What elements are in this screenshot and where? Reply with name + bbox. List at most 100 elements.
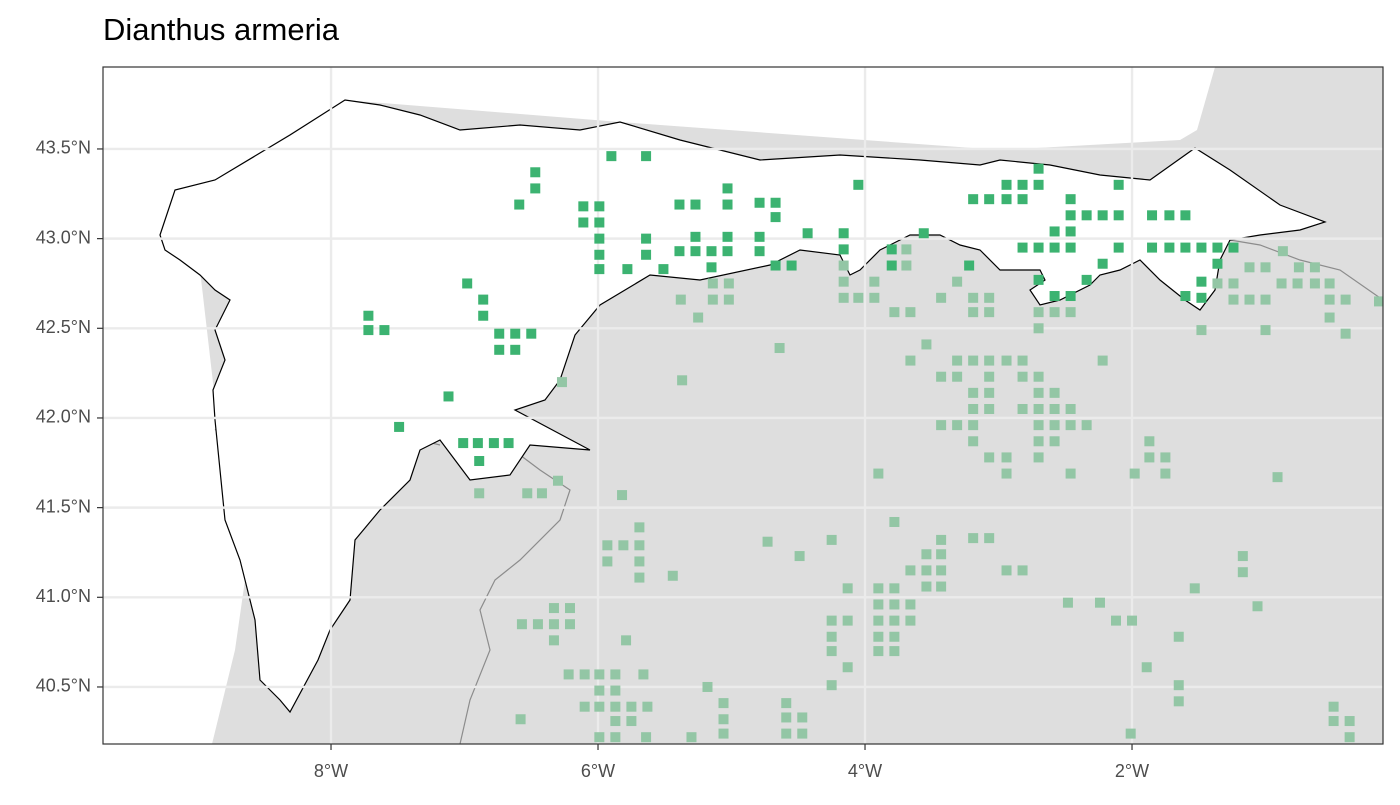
occurrence (1017, 179, 1028, 190)
occurrence (1144, 436, 1155, 447)
occurrence (797, 728, 808, 739)
occurrence (968, 420, 979, 431)
occurrence (781, 712, 792, 723)
map (103, 67, 1383, 744)
occurrence (984, 452, 995, 463)
occurrence (1113, 242, 1124, 253)
occurrence (781, 698, 792, 709)
occurrence (762, 536, 773, 547)
occurrence (514, 199, 525, 210)
axes: 8°W 6°W 4°W 2°W 40.5°N 41.0°N 41.5°N 42.0°N 42.5… (36, 138, 1149, 781)
occurrence (1001, 565, 1012, 576)
occurrence (1081, 274, 1092, 285)
occurrence (838, 292, 849, 303)
occurrence (1228, 294, 1239, 305)
occurrence (1049, 436, 1060, 447)
occurrence (674, 246, 685, 257)
y-tick-label: 42.0°N (36, 407, 91, 427)
occurrence (1160, 452, 1171, 463)
occurrence (1173, 631, 1184, 642)
occurrence (826, 646, 837, 657)
occurrence (1260, 262, 1271, 273)
occurrence (1049, 291, 1060, 302)
occurrence (869, 276, 880, 287)
occurrence (1065, 420, 1076, 431)
occurrence (1309, 278, 1320, 289)
occurrence (1033, 307, 1044, 318)
occurrence (443, 391, 454, 402)
occurrence (594, 264, 605, 275)
occurrence (1033, 403, 1044, 414)
occurrence (1196, 276, 1207, 287)
occurrence (770, 197, 781, 208)
occurrence (889, 599, 900, 610)
occurrence (1324, 278, 1335, 289)
occurrence (873, 631, 884, 642)
occurrence (1196, 292, 1207, 303)
occurrence (1001, 468, 1012, 479)
occurrence (1065, 226, 1076, 237)
occurrence (1049, 387, 1060, 398)
occurrence (968, 355, 979, 366)
occurrence (754, 246, 765, 257)
occurrence (536, 488, 547, 499)
grid (103, 67, 1383, 744)
occurrence (984, 194, 995, 205)
occurrence (722, 183, 733, 194)
occurrence (781, 728, 792, 739)
occurrence (1144, 452, 1155, 463)
occurrence (826, 631, 837, 642)
occurrence (968, 292, 979, 303)
occurrence (1033, 371, 1044, 382)
occurrence (1180, 210, 1191, 221)
occurrence (1344, 732, 1355, 743)
occurrence (754, 197, 765, 208)
occurrence (964, 260, 975, 271)
occurrence (462, 278, 473, 289)
occurrence (921, 339, 932, 350)
occurrence (1293, 262, 1304, 273)
occurrence (1001, 194, 1012, 205)
occurrence (1125, 728, 1136, 739)
occurrence (515, 714, 526, 725)
occurrence (693, 312, 704, 323)
occurrence (838, 260, 849, 271)
occurrence (873, 615, 884, 626)
occurrence (1244, 294, 1255, 305)
occurrence (718, 698, 729, 709)
occurrence (1033, 242, 1044, 253)
occurrence (488, 438, 499, 449)
occurrence (1049, 226, 1060, 237)
occurrence (1196, 242, 1207, 253)
occurrence (548, 619, 559, 630)
occurrence (984, 355, 995, 366)
occurrence (889, 615, 900, 626)
occurrence (1244, 262, 1255, 273)
occurrence (1237, 551, 1248, 562)
occurrence (1196, 325, 1207, 336)
occurrence (634, 556, 645, 567)
occurrence (675, 294, 686, 305)
occurrence (718, 728, 729, 739)
occurrence (1065, 307, 1076, 318)
occurrence (968, 436, 979, 447)
occurrence (1147, 242, 1158, 253)
occurrence (707, 294, 718, 305)
occurrence (1065, 242, 1076, 253)
x-tick-label: 4°W (848, 761, 882, 781)
occurrence (578, 217, 589, 228)
occurrence (984, 533, 995, 544)
occurrence (363, 325, 374, 336)
occurrence (723, 278, 734, 289)
occurrence (1212, 258, 1223, 269)
occurrence (1097, 210, 1108, 221)
occurrence (530, 183, 541, 194)
occurrence (1324, 312, 1335, 323)
occurrence (1260, 294, 1271, 305)
occurrence (1252, 601, 1263, 612)
occurrence (578, 201, 589, 212)
occurrence (658, 264, 669, 275)
y-tick-label: 41.5°N (36, 496, 91, 516)
occurrence (1033, 179, 1044, 190)
occurrence (641, 732, 652, 743)
